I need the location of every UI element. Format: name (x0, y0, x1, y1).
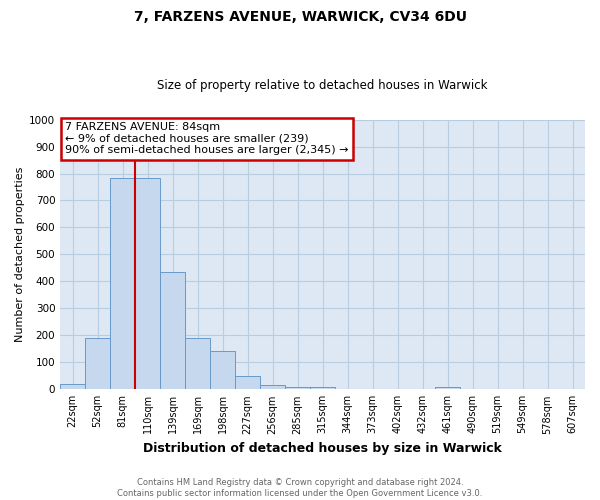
Bar (310, 386, 335, 390)
Bar (135, 178, 160, 390)
Bar (435, 386, 460, 390)
Text: 7, FARZENS AVENUE, WARWICK, CV34 6DU: 7, FARZENS AVENUE, WARWICK, CV34 6DU (133, 10, 467, 24)
Bar (60, 384, 85, 390)
Text: Contains HM Land Registry data © Crown copyright and database right 2024.
Contai: Contains HM Land Registry data © Crown c… (118, 478, 482, 498)
Bar (110, 178, 135, 390)
Bar (235, 376, 260, 390)
Bar (260, 386, 285, 390)
X-axis label: Distribution of detached houses by size in Warwick: Distribution of detached houses by size … (143, 442, 502, 455)
Bar (285, 386, 310, 390)
Bar (160, 272, 185, 390)
Bar (185, 338, 210, 390)
Title: Size of property relative to detached houses in Warwick: Size of property relative to detached ho… (157, 79, 488, 92)
Text: 7 FARZENS AVENUE: 84sqm
← 9% of detached houses are smaller (239)
90% of semi-de: 7 FARZENS AVENUE: 84sqm ← 9% of detached… (65, 122, 349, 156)
Bar (85, 338, 110, 390)
Bar (210, 350, 235, 390)
Y-axis label: Number of detached properties: Number of detached properties (15, 166, 25, 342)
